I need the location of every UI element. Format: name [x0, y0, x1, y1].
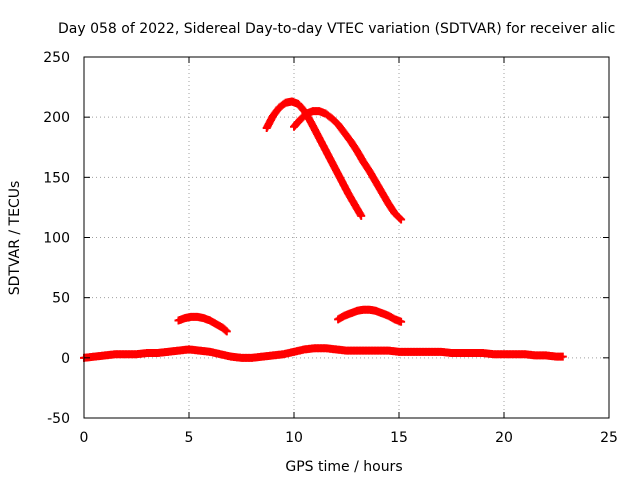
- data-point: [558, 352, 567, 361]
- series-arc-a: [174, 312, 231, 336]
- x-tick-label: 15: [390, 430, 408, 446]
- x-tick-label: 5: [185, 430, 194, 446]
- x-axis-label: GPS time / hours: [285, 459, 402, 475]
- series-arc-b: [262, 97, 366, 220]
- x-tick-label: 0: [80, 430, 89, 446]
- y-tick-label: 100: [43, 231, 70, 247]
- series-arc-baseline: [80, 344, 567, 362]
- y-tick-label: 0: [61, 351, 70, 367]
- grid-lines: [84, 57, 609, 418]
- data-point: [397, 215, 406, 224]
- chart-title: Day 058 of 2022, Sidereal Day-to-day VTE…: [58, 21, 615, 37]
- y-tick-label: 200: [43, 110, 70, 126]
- y-tick-label: 50: [52, 291, 70, 307]
- data-point: [397, 317, 406, 326]
- axis-ticks: 0 5 10 15 20 25 -50 0 50 100 150 200 250: [43, 50, 618, 446]
- data-point: [396, 214, 405, 223]
- x-tick-label: 20: [495, 430, 513, 446]
- y-axis-label: SDTVAR / TECUs: [7, 181, 23, 296]
- series-arc-c: [290, 107, 406, 224]
- y-tick-label: 250: [43, 50, 70, 66]
- data-point: [357, 211, 366, 220]
- data-point: [222, 327, 231, 336]
- y-tick-label: 150: [43, 170, 70, 186]
- series-arc-d: [334, 305, 406, 326]
- data-series: [80, 97, 567, 362]
- x-tick-label: 25: [600, 430, 618, 446]
- x-tick-label: 10: [285, 430, 303, 446]
- plot-frame: [83, 56, 610, 419]
- y-tick-label: -50: [47, 411, 70, 427]
